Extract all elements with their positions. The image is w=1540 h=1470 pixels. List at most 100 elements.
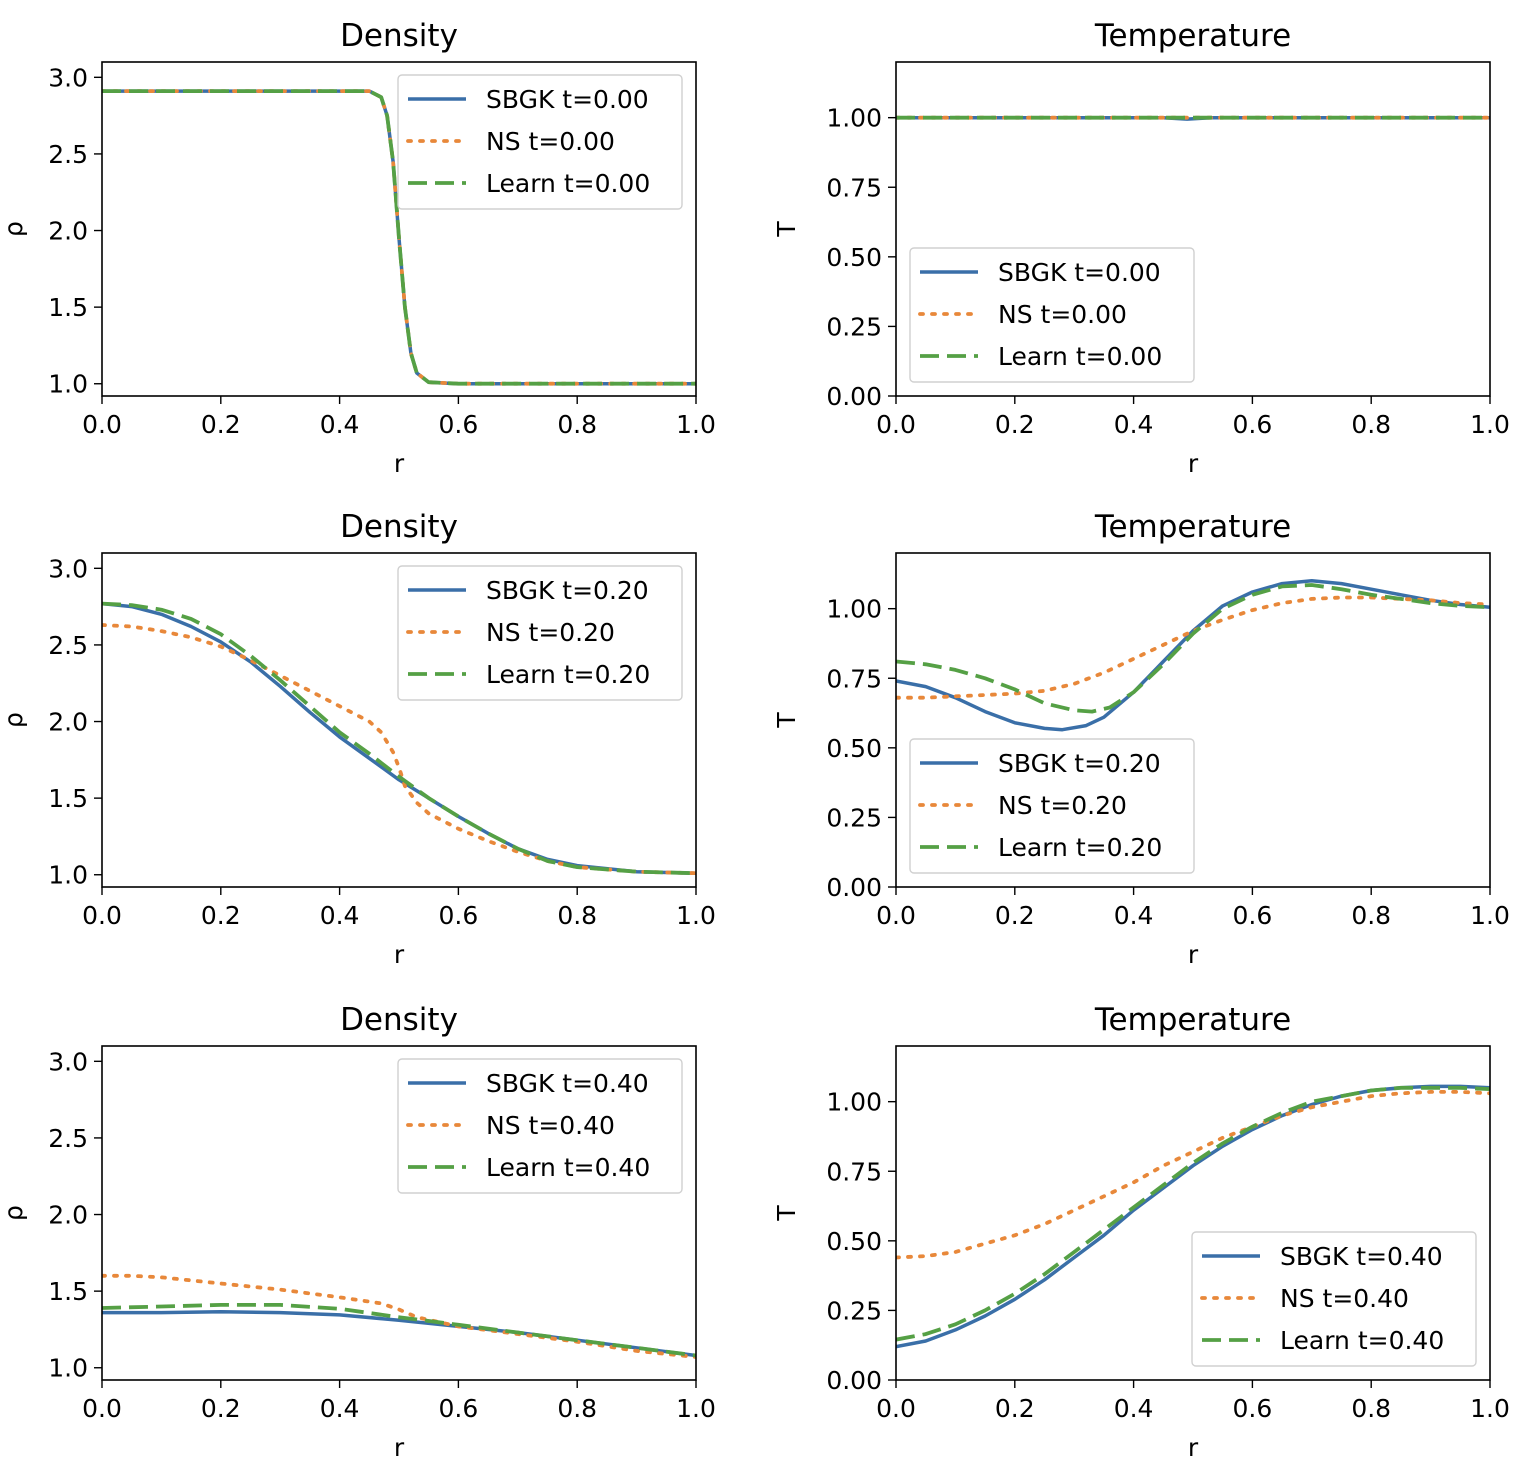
y-tick-label: 3.0	[48, 554, 88, 583]
legend: SBGK t=0.20 NS t=0.20 Learn t=0.20	[909, 738, 1195, 874]
x-tick-label: 0.6	[439, 410, 479, 439]
y-axis-label: ρ	[0, 712, 28, 728]
series-line-ns	[896, 595, 1490, 700]
x-tick-label: 0.6	[439, 901, 479, 930]
legend-entry-ns: NS t=0.20	[998, 791, 1127, 820]
y-tick-label: 2.0	[48, 708, 88, 737]
y-tick-label: 1.00	[826, 104, 882, 133]
x-tick-label: 0.0	[82, 901, 122, 930]
legend-entry-learn: Learn t=0.20	[486, 660, 650, 689]
legend-entry-learn: Learn t=0.00	[486, 169, 650, 198]
x-axis-label: r	[1188, 940, 1199, 969]
x-tick-label: 0.4	[320, 1394, 360, 1423]
chart-title: Density	[340, 509, 458, 545]
x-tick-label: 0.4	[1114, 410, 1154, 439]
x-tick-label: 1.0	[676, 1394, 716, 1423]
y-axis-label: ρ	[0, 221, 28, 237]
legend-box	[397, 1058, 683, 1194]
chart-title: Density	[340, 1002, 458, 1038]
x-tick-label: 0.2	[995, 410, 1035, 439]
y-tick-label: 0.50	[826, 1227, 882, 1256]
axes-frame	[101, 1045, 697, 1381]
x-tick-label: 1.0	[1470, 1394, 1510, 1423]
y-tick-label: 1.00	[826, 1088, 882, 1117]
x-axis-label: r	[1188, 1433, 1199, 1462]
y-tick-label: 1.0	[48, 370, 88, 399]
legend: SBGK t=0.20 NS t=0.20 Learn t=0.20	[397, 565, 683, 701]
y-tick-label: 0.00	[826, 1366, 882, 1395]
legend-box	[1191, 1231, 1477, 1367]
chart-panel-4: Temperature 0.0 0.2 0.4 0.6 0.8 1.0 0.00 0.25 0.5…	[772, 509, 1510, 969]
x-tick-label: 0.4	[320, 901, 360, 930]
x-tick-label: 0.4	[320, 410, 360, 439]
x-tick-label: 0.6	[439, 1394, 479, 1423]
legend-entry-ns: NS t=0.00	[486, 127, 615, 156]
legend-box	[397, 74, 683, 210]
x-tick-label: 0.2	[201, 410, 241, 439]
series-line-sbgk	[896, 1084, 1490, 1349]
legend-entry-sbgk: SBGK t=0.20	[486, 576, 649, 605]
x-tick-label: 0.0	[876, 410, 916, 439]
y-tick-label: 1.0	[48, 1354, 88, 1383]
legend: SBGK t=0.00 NS t=0.00 Learn t=0.00	[397, 74, 683, 210]
y-tick-label: 1.5	[48, 1277, 88, 1306]
x-tick-label: 0.4	[1114, 1394, 1154, 1423]
y-tick-label: 0.25	[826, 1296, 882, 1325]
y-tick-label: 3.0	[48, 1047, 88, 1076]
y-axis-label: T	[772, 221, 801, 238]
y-tick-label: 0.75	[826, 1157, 882, 1186]
legend-entry-ns: NS t=0.40	[486, 1111, 615, 1140]
legend-entry-sbgk: SBGK t=0.40	[486, 1069, 649, 1098]
legend-entry-ns: NS t=0.00	[998, 300, 1127, 329]
series-line-learn	[896, 583, 1490, 714]
y-tick-label: 1.0	[48, 861, 88, 890]
x-tick-label: 0.2	[201, 901, 241, 930]
x-tick-label: 0.0	[82, 1394, 122, 1423]
chart-title: Temperature	[1094, 18, 1291, 54]
legend: SBGK t=0.40 NS t=0.40 Learn t=0.40	[397, 1058, 683, 1194]
x-tick-label: 0.2	[201, 1394, 241, 1423]
x-tick-label: 0.2	[995, 1394, 1035, 1423]
x-axis-label: r	[394, 449, 405, 478]
axes-frame	[895, 61, 1491, 397]
x-tick-label: 0.0	[876, 1394, 916, 1423]
legend-entry-sbgk: SBGK t=0.00	[486, 85, 649, 114]
legend-entry-sbgk: SBGK t=0.00	[998, 258, 1161, 287]
chart-panel-2: Temperature 0.0 0.2 0.4 0.6 0.8 1.0 0.00 0.25 0.5…	[772, 18, 1510, 478]
legend-entry-learn: Learn t=0.40	[486, 1153, 650, 1182]
legend: SBGK t=0.00 NS t=0.00 Learn t=0.00	[909, 247, 1195, 383]
y-tick-label: 2.0	[48, 1201, 88, 1230]
legend-entry-ns: NS t=0.20	[486, 618, 615, 647]
y-tick-label: 1.5	[48, 293, 88, 322]
x-tick-label: 1.0	[1470, 901, 1510, 930]
chart-title: Temperature	[1094, 509, 1291, 545]
series-line-learn	[102, 1303, 696, 1358]
x-tick-label: 0.8	[557, 410, 597, 439]
legend-entry-sbgk: SBGK t=0.40	[1280, 1242, 1443, 1271]
chart-title: Temperature	[1094, 1002, 1291, 1038]
series-line-ns	[102, 623, 696, 876]
x-axis-label: r	[1188, 449, 1199, 478]
y-axis-label: ρ	[0, 1205, 28, 1221]
y-axis-label: T	[772, 1205, 801, 1222]
series-line-ns	[896, 1090, 1490, 1260]
x-tick-label: 0.0	[82, 410, 122, 439]
y-tick-label: 3.0	[48, 63, 88, 92]
y-tick-label: 2.5	[48, 1124, 88, 1153]
y-axis-label: T	[772, 712, 801, 729]
y-tick-label: 0.00	[826, 382, 882, 411]
y-tick-label: 0.00	[826, 873, 882, 902]
chart-panel-3: Density 0.0 0.2 0.4 0.6 0.8 1.0 1.0 1.5 2.0 2.5 3.0…	[0, 509, 716, 969]
y-tick-label: 0.25	[826, 312, 882, 341]
axes-frame	[895, 552, 1491, 888]
axes-frame	[101, 61, 697, 397]
series-line-sbgk	[896, 579, 1490, 732]
chart-panel-6: Temperature 0.0 0.2 0.4 0.6 0.8 1.0 0.00 0.25 0.5…	[772, 1002, 1510, 1462]
chart-panel-1: Density 0.0 0.2 0.4 0.6 0.8 1.0 1.0 1.5 2.0 2.5 3.0…	[0, 18, 716, 478]
x-tick-label: 1.0	[676, 901, 716, 930]
x-tick-label: 0.0	[876, 901, 916, 930]
x-tick-label: 0.8	[1351, 901, 1391, 930]
x-tick-label: 0.6	[1233, 901, 1273, 930]
x-tick-label: 1.0	[1470, 410, 1510, 439]
